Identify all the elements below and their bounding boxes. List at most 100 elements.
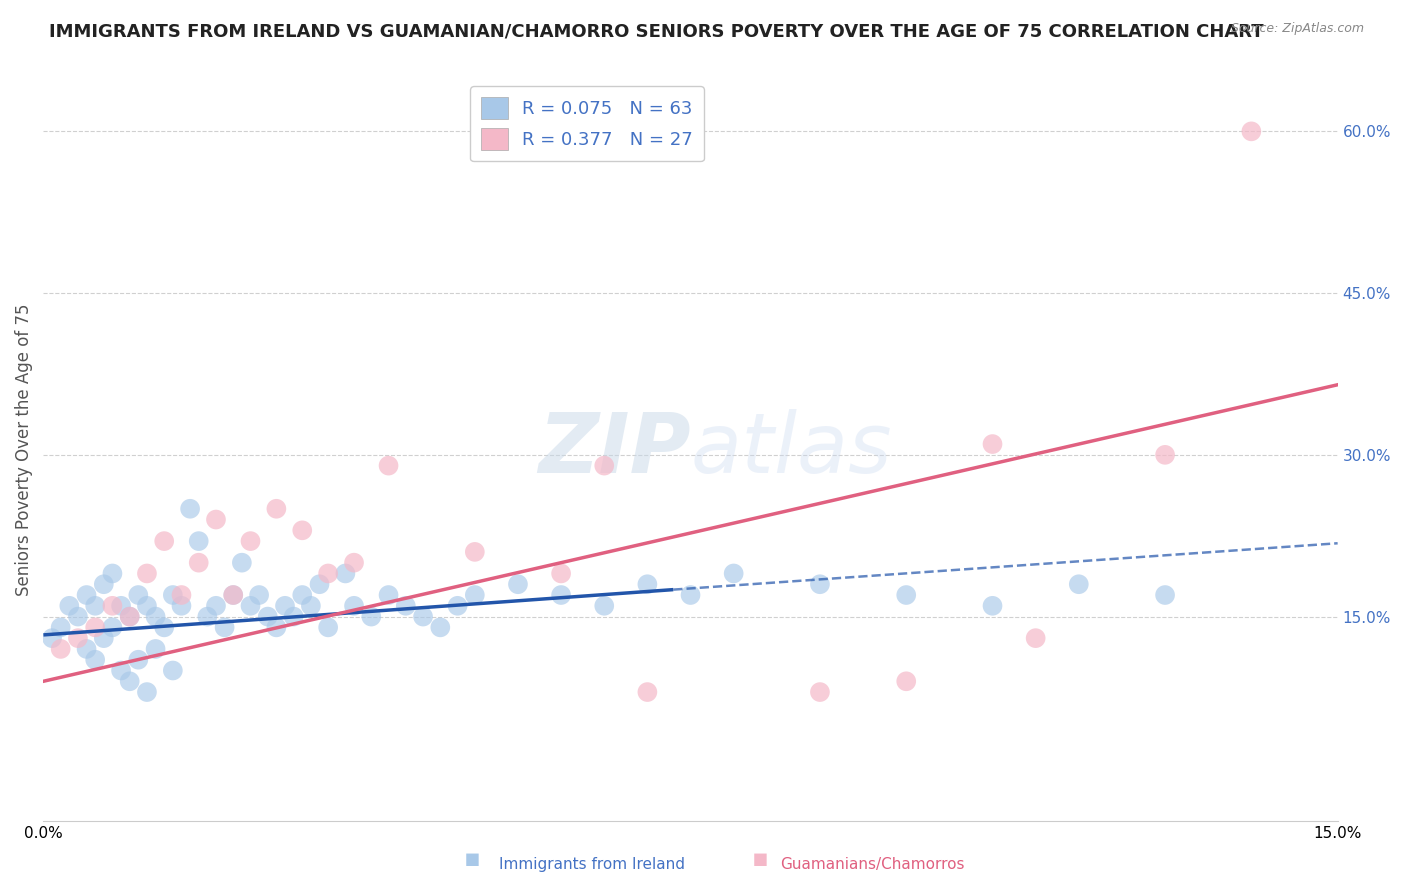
Point [49, 620, 72, 634]
Point [136, 685, 159, 699]
Point [195, 609, 218, 624]
Text: ZIP: ZIP [538, 409, 690, 490]
Point [214, 620, 236, 634]
Point [153, 620, 176, 634]
Point [316, 566, 339, 581]
Point [110, 599, 132, 613]
Point [808, 685, 831, 699]
Point [84, 620, 107, 634]
Point [679, 588, 702, 602]
Point [550, 566, 572, 581]
Point [93, 631, 115, 645]
Point [66, 609, 89, 624]
Point [101, 599, 124, 613]
Point [170, 599, 193, 613]
Point [76, 642, 98, 657]
Text: IMMIGRANTS FROM IRELAND VS GUAMANIAN/CHAMORRO SENIORS POVERTY OVER THE AGE OF 75: IMMIGRANTS FROM IRELAND VS GUAMANIAN/CHA… [49, 22, 1264, 40]
Point [291, 588, 314, 602]
Point [308, 577, 330, 591]
Point [136, 566, 159, 581]
Point [136, 599, 159, 613]
Point [84, 653, 107, 667]
Point [162, 588, 184, 602]
Point [299, 599, 322, 613]
Point [118, 674, 141, 689]
Point [896, 588, 918, 602]
Point [1154, 448, 1177, 462]
Text: ▪: ▪ [752, 847, 769, 871]
Point [343, 599, 366, 613]
Point [550, 588, 572, 602]
Point [636, 685, 658, 699]
Point [896, 674, 918, 689]
Point [76, 588, 98, 602]
Point [266, 501, 288, 516]
Point [377, 458, 399, 473]
Point [110, 664, 132, 678]
Point [145, 609, 167, 624]
Point [266, 620, 288, 634]
Point [723, 566, 745, 581]
Point [179, 501, 201, 516]
Point [127, 588, 149, 602]
Text: Guamanians/Chamorros: Guamanians/Chamorros [780, 857, 965, 872]
Point [593, 458, 616, 473]
Point [316, 620, 339, 634]
Point [429, 620, 451, 634]
Point [84, 599, 107, 613]
Text: Immigrants from Ireland: Immigrants from Ireland [499, 857, 685, 872]
Point [335, 566, 357, 581]
Point [205, 512, 228, 526]
Point [1240, 124, 1263, 138]
Point [1067, 577, 1090, 591]
Point [222, 588, 245, 602]
Point [153, 534, 176, 549]
Point [239, 534, 262, 549]
Point [981, 437, 1004, 451]
Point [58, 599, 80, 613]
Point [66, 631, 89, 645]
Text: ▪: ▪ [464, 847, 481, 871]
Legend: R = 0.075   N = 63, R = 0.377   N = 27: R = 0.075 N = 63, R = 0.377 N = 27 [470, 87, 704, 161]
Point [446, 599, 468, 613]
Text: atlas: atlas [690, 409, 893, 490]
Point [222, 588, 245, 602]
Point [395, 599, 418, 613]
Point [127, 653, 149, 667]
Point [593, 599, 616, 613]
Point [981, 599, 1004, 613]
Point [506, 577, 529, 591]
Point [283, 609, 305, 624]
Text: Source: ZipAtlas.com: Source: ZipAtlas.com [1230, 22, 1364, 36]
Point [274, 599, 297, 613]
Y-axis label: Seniors Poverty Over the Age of 75: Seniors Poverty Over the Age of 75 [15, 303, 32, 596]
Point [291, 524, 314, 538]
Point [145, 642, 167, 657]
Point [343, 556, 366, 570]
Point [187, 534, 209, 549]
Point [101, 566, 124, 581]
Point [808, 577, 831, 591]
Point [118, 609, 141, 624]
Point [256, 609, 278, 624]
Point [464, 588, 486, 602]
Point [1025, 631, 1047, 645]
Point [247, 588, 270, 602]
Point [360, 609, 382, 624]
Point [239, 599, 262, 613]
Point [464, 545, 486, 559]
Point [636, 577, 658, 591]
Point [41, 631, 63, 645]
Point [101, 620, 124, 634]
Point [187, 556, 209, 570]
Point [49, 642, 72, 657]
Point [412, 609, 434, 624]
Point [162, 664, 184, 678]
Point [93, 577, 115, 591]
Point [377, 588, 399, 602]
Point [231, 556, 253, 570]
Point [118, 609, 141, 624]
Point [1154, 588, 1177, 602]
Point [205, 599, 228, 613]
Point [170, 588, 193, 602]
